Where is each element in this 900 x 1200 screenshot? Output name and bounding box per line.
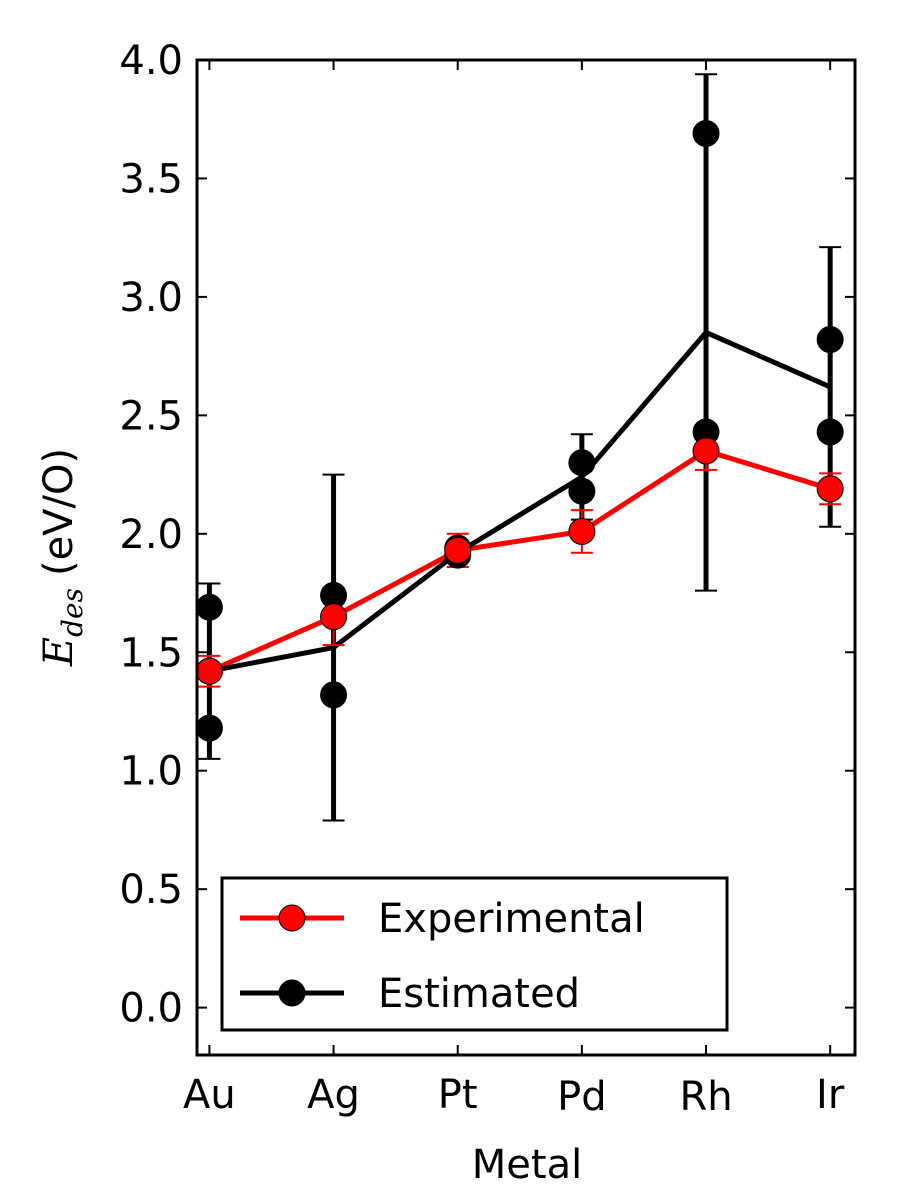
legend-label: Experimental: [378, 896, 645, 942]
error-bar: [570, 433, 593, 521]
estimate-point: [692, 119, 720, 147]
estimate-point: [568, 449, 596, 477]
y-tick-label: 4.0: [119, 38, 183, 84]
y-tick-label: 3.5: [119, 156, 183, 202]
series-marker: [195, 657, 223, 685]
y-label-symbol: E: [36, 637, 82, 667]
estimate-point: [195, 714, 223, 742]
y-tick-label: 0.5: [119, 867, 183, 913]
x-tick-label: Ag: [307, 1072, 360, 1118]
x-tick-label: Au: [183, 1072, 236, 1118]
y-tick-label: 1.0: [119, 749, 183, 795]
estimate-point: [816, 418, 844, 446]
estimate-point: [568, 477, 596, 505]
estimate-point: [195, 593, 223, 621]
x-tick-label: Ir: [816, 1072, 845, 1118]
series-marker: [692, 437, 720, 465]
legend-marker: [278, 904, 306, 932]
series-marker: [568, 517, 596, 545]
series-line: [208, 448, 831, 674]
x-axis-label: Metal: [472, 1142, 582, 1188]
plot-frame: [195, 58, 857, 1057]
y-label-subscript: des: [56, 588, 89, 637]
estimate-point: [816, 326, 844, 354]
series-line: [208, 329, 832, 674]
legend-label: Estimated: [378, 971, 580, 1017]
y-tick-label: 2.0: [119, 512, 183, 558]
y-label-unit: (eV/O): [36, 448, 82, 576]
y-tick-label: 2.5: [119, 393, 183, 439]
legend-marker: [278, 979, 306, 1007]
x-tick-label: Pt: [438, 1072, 478, 1118]
x-tick-label: Rh: [679, 1074, 732, 1120]
y-axis-label: Edes (eV/O): [36, 448, 89, 667]
error-bar: [322, 473, 345, 822]
series-marker: [320, 603, 348, 631]
error-bar: [695, 73, 718, 592]
series-marker: [444, 536, 472, 564]
x-tick-label: Pd: [557, 1074, 607, 1120]
y-tick-label: 3.0: [119, 275, 183, 321]
legend-box: [220, 876, 729, 1032]
y-tick-label: 1.5: [119, 630, 183, 676]
estimate-point: [320, 681, 348, 709]
y-tick-label: 0.0: [119, 986, 183, 1032]
series-marker: [816, 475, 844, 503]
